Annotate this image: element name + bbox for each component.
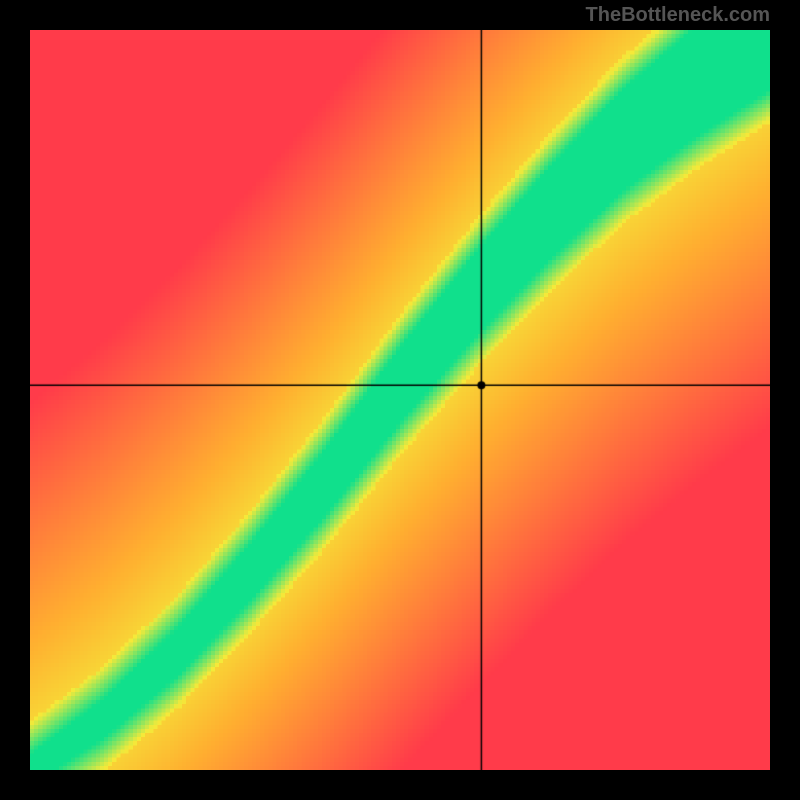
bottleneck-heatmap	[30, 30, 770, 770]
chart-container: { "source_watermark": { "text": "TheBott…	[0, 0, 800, 800]
watermark-text: TheBottleneck.com	[586, 4, 770, 27]
